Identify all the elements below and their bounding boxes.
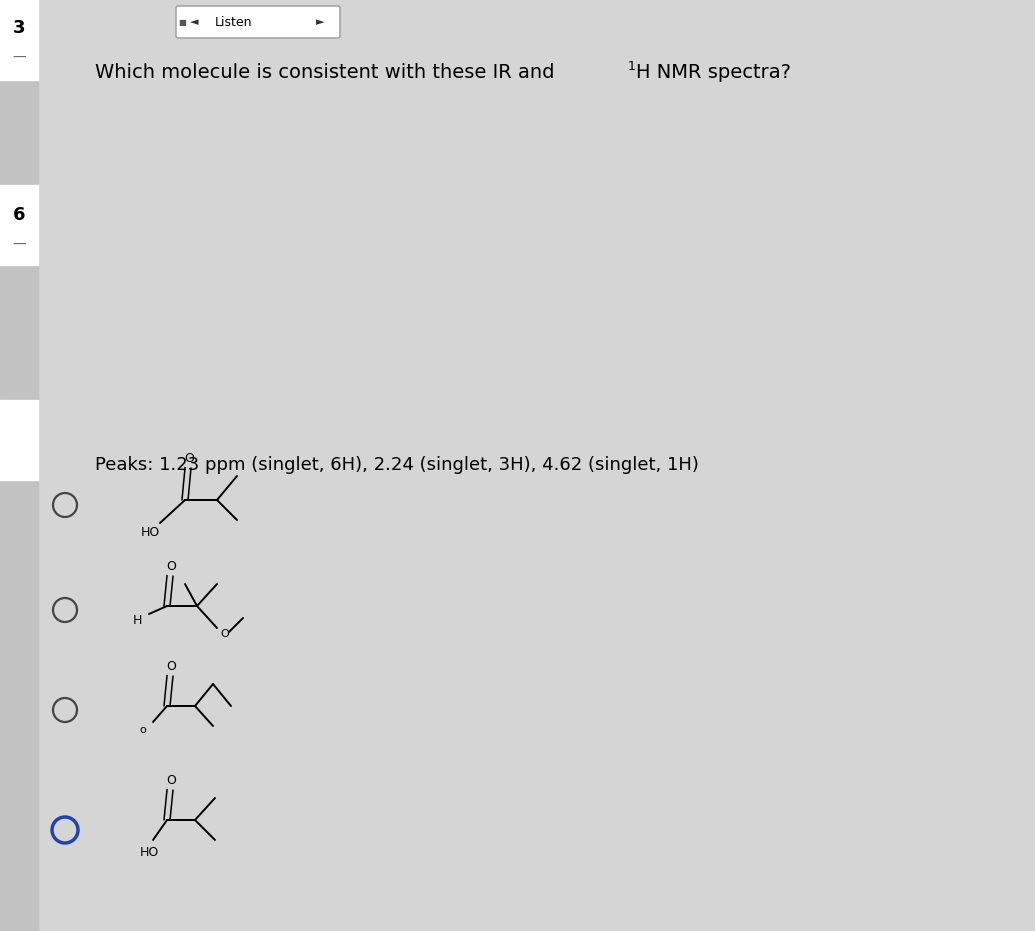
Text: H NMR spectra?: H NMR spectra? — [635, 62, 791, 82]
Text: 6: 6 — [12, 206, 25, 224]
X-axis label: WAVENUMBERS: WAVENUMBERS — [277, 358, 359, 368]
Text: 1: 1 — [628, 61, 635, 74]
Bar — [0, 185, 38, 265]
Text: —: — — [12, 51, 26, 65]
Text: HO: HO — [140, 845, 158, 858]
Text: O: O — [166, 560, 176, 573]
Text: Listen: Listen — [215, 16, 253, 29]
Text: HO: HO — [141, 527, 159, 539]
Text: H: H — [132, 614, 142, 627]
Text: O: O — [166, 659, 176, 672]
Bar — [0, 0, 38, 931]
Text: O: O — [166, 774, 176, 787]
Text: o: o — [140, 725, 146, 735]
Text: 3: 3 — [12, 19, 25, 37]
Text: ◄: ◄ — [189, 17, 199, 27]
Text: —: — — [12, 238, 26, 252]
Text: O: O — [220, 629, 230, 639]
Text: Peaks: 1.23 ppm (singlet, 6H), 2.24 (singlet, 3H), 4.62 (singlet, 1H): Peaks: 1.23 ppm (singlet, 6H), 2.24 (sin… — [95, 456, 699, 474]
Bar — [0, 0, 38, 80]
Text: O: O — [184, 452, 194, 465]
Text: ■: ■ — [178, 18, 186, 26]
Text: Which molecule is consistent with these IR and: Which molecule is consistent with these … — [95, 62, 561, 82]
Text: ►: ► — [316, 17, 324, 27]
FancyBboxPatch shape — [176, 6, 341, 38]
Bar — [0, 400, 38, 480]
X-axis label: PPM: PPM — [306, 590, 330, 600]
